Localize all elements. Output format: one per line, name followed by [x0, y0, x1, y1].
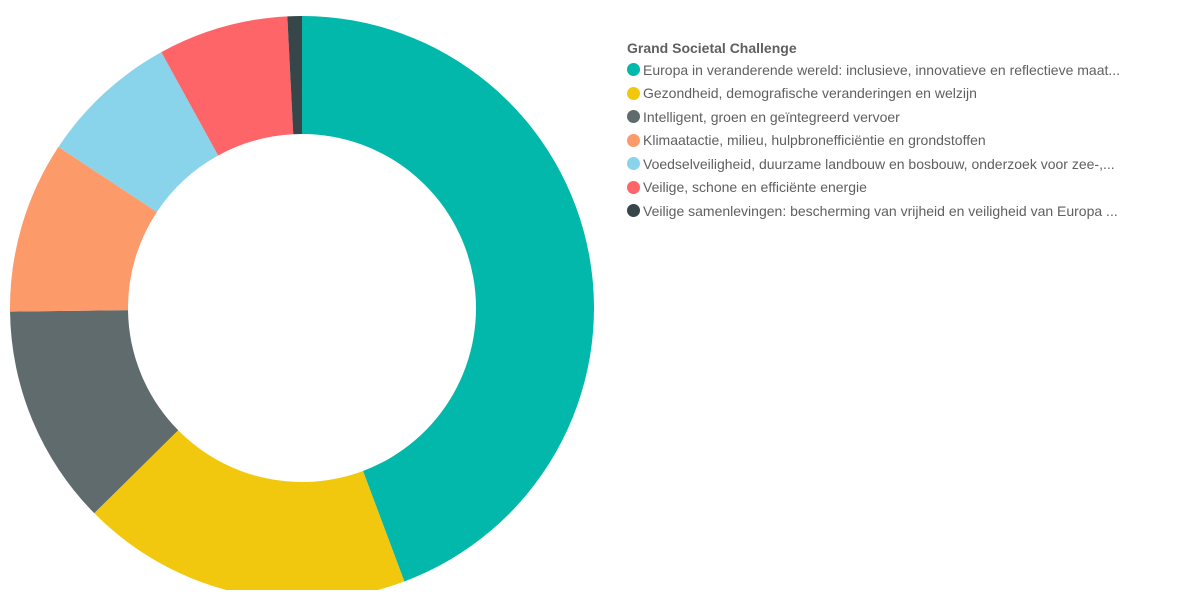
legend-item-2[interactable]: Intelligent, groen en geïntegreerd vervo…: [627, 105, 1201, 129]
legend-title: Grand Societal Challenge: [627, 40, 797, 56]
legend-item-1[interactable]: Gezondheid, demografische veranderingen …: [627, 82, 1201, 106]
legend-dot-2: [627, 110, 640, 124]
legend-dot-6: [627, 204, 640, 218]
legend-label-6: Veilige samenlevingen: bescherming van v…: [643, 202, 1118, 219]
legend-dot-3: [627, 133, 640, 147]
legend-label-4: Voedselveiligheid, duurzame landbouw en …: [643, 155, 1115, 172]
legend-label-1: Gezondheid, demografische veranderingen …: [643, 85, 977, 102]
legend-item-0[interactable]: Europa in veranderende wereld: inclusiev…: [627, 58, 1201, 82]
donut-slice-3[interactable]: [10, 146, 157, 312]
legend: Grand Societal Challenge Europa in veran…: [627, 38, 1201, 223]
donut-slice-5[interactable]: [161, 16, 294, 156]
legend-label-5: Veilige, schone en efficiënte energie: [643, 179, 867, 196]
donut-svg: [10, 16, 594, 595]
legend-dot-4: [627, 157, 640, 171]
donut-slice-1[interactable]: [94, 430, 405, 595]
legend-item-3[interactable]: Klimaatactie, milieu, hulpbronefficiënti…: [627, 129, 1201, 153]
legend-label-0: Europa in veranderende wereld: inclusiev…: [643, 61, 1121, 78]
legend-label-3: Klimaatactie, milieu, hulpbronefficiënti…: [643, 132, 986, 149]
legend-dot-1: [627, 86, 640, 100]
legend-dot-5: [627, 180, 640, 194]
legend-item-6[interactable]: Veilige samenlevingen: bescherming van v…: [627, 199, 1201, 223]
legend-item-5[interactable]: Veilige, schone en efficiënte energie: [627, 176, 1201, 200]
legend-item-4[interactable]: Voedselveiligheid, duurzame landbouw en …: [627, 152, 1201, 176]
legend-dot-0: [627, 63, 640, 77]
donut-slice-4[interactable]: [58, 52, 219, 213]
donut-slice-6[interactable]: [287, 16, 302, 135]
donut-slice-0[interactable]: [302, 16, 594, 582]
donut-slice-2[interactable]: [10, 310, 179, 514]
legend-label-2: Intelligent, groen en geïntegreerd vervo…: [643, 108, 900, 125]
donut-chart: [0, 0, 600, 595]
